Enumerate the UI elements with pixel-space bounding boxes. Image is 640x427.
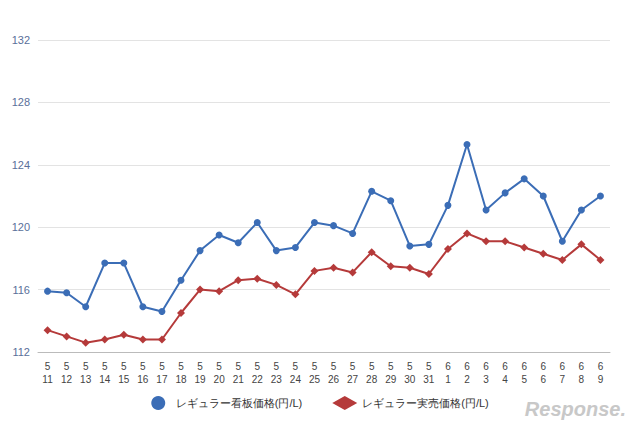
svg-text:6: 6	[598, 361, 604, 372]
svg-text:6: 6	[464, 361, 470, 372]
svg-text:9: 9	[598, 374, 604, 385]
svg-text:6: 6	[521, 361, 527, 372]
svg-text:5: 5	[426, 361, 432, 372]
svg-text:132: 132	[12, 34, 30, 46]
svg-text:6: 6	[540, 361, 546, 372]
svg-text:14: 14	[99, 374, 111, 385]
svg-text:3: 3	[483, 374, 489, 385]
svg-text:28: 28	[366, 374, 378, 385]
svg-text:5: 5	[121, 361, 127, 372]
svg-text:5: 5	[45, 361, 51, 372]
svg-text:20: 20	[214, 374, 226, 385]
svg-text:112: 112	[12, 346, 30, 358]
svg-text:26: 26	[328, 374, 340, 385]
svg-text:5: 5	[254, 361, 260, 372]
svg-text:27: 27	[347, 374, 359, 385]
svg-text:5: 5	[521, 374, 527, 385]
svg-text:5: 5	[216, 361, 222, 372]
svg-text:7: 7	[560, 374, 566, 385]
svg-text:21: 21	[233, 374, 245, 385]
svg-text:19: 19	[195, 374, 207, 385]
svg-text:5: 5	[197, 361, 203, 372]
svg-text:120: 120	[12, 221, 30, 233]
svg-text:5: 5	[159, 361, 165, 372]
svg-text:18: 18	[175, 374, 187, 385]
svg-text:128: 128	[12, 96, 30, 108]
svg-text:5: 5	[350, 361, 356, 372]
svg-text:16: 16	[137, 374, 149, 385]
svg-text:30: 30	[404, 374, 416, 385]
svg-text:5: 5	[407, 361, 413, 372]
svg-text:5: 5	[83, 361, 89, 372]
svg-text:Response.: Response.	[525, 398, 626, 420]
svg-text:4: 4	[502, 374, 508, 385]
svg-text:5: 5	[331, 361, 337, 372]
svg-text:124: 124	[12, 159, 30, 171]
svg-text:6: 6	[540, 374, 546, 385]
svg-text:5: 5	[64, 361, 70, 372]
svg-text:6: 6	[579, 361, 585, 372]
svg-text:116: 116	[12, 284, 30, 296]
svg-text:2: 2	[464, 374, 470, 385]
svg-text:1: 1	[445, 374, 451, 385]
svg-text:5: 5	[293, 361, 299, 372]
svg-text:5: 5	[235, 361, 241, 372]
svg-text:5: 5	[274, 361, 280, 372]
svg-text:11: 11	[42, 374, 53, 385]
svg-text:29: 29	[385, 374, 397, 385]
svg-text:22: 22	[252, 374, 264, 385]
svg-text:8: 8	[579, 374, 585, 385]
svg-text:13: 13	[80, 374, 92, 385]
svg-text:6: 6	[445, 361, 451, 372]
svg-text:23: 23	[271, 374, 283, 385]
svg-text:15: 15	[118, 374, 130, 385]
svg-text:17: 17	[156, 374, 168, 385]
svg-text:5: 5	[140, 361, 146, 372]
svg-text:25: 25	[309, 374, 321, 385]
svg-text:6: 6	[560, 361, 566, 372]
svg-text:5: 5	[312, 361, 318, 372]
svg-text:レギュラー看板価格(円/L): レギュラー看板価格(円/L)	[176, 397, 303, 409]
svg-text:6: 6	[502, 361, 508, 372]
svg-text:5: 5	[178, 361, 184, 372]
svg-text:24: 24	[290, 374, 302, 385]
svg-text:6: 6	[483, 361, 489, 372]
svg-text:12: 12	[61, 374, 73, 385]
svg-text:31: 31	[423, 374, 435, 385]
svg-text:5: 5	[369, 361, 375, 372]
svg-text:レギュラー実売価格(円/L): レギュラー実売価格(円/L)	[362, 397, 489, 409]
svg-text:5: 5	[388, 361, 394, 372]
svg-text:5: 5	[102, 361, 108, 372]
